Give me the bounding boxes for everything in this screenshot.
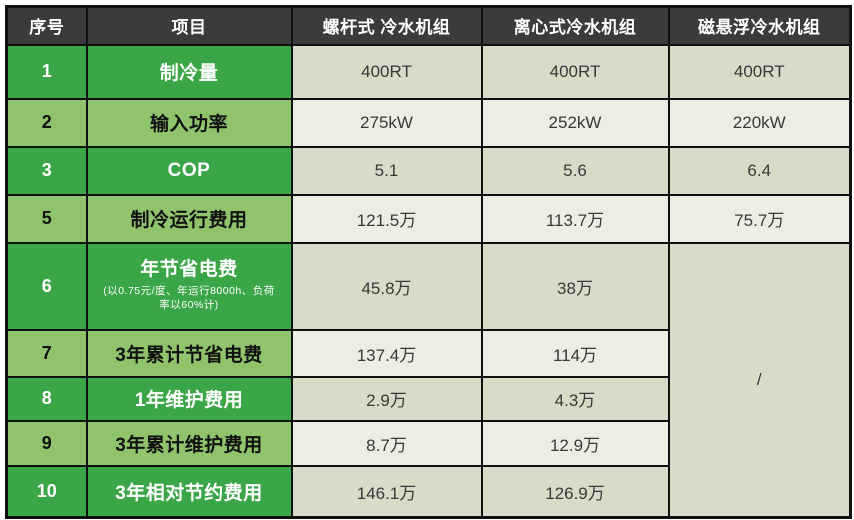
cell-row-number: 7 (5, 328, 88, 378)
cell-row-number: 9 (5, 419, 88, 467)
cell-screw-value: 400RT (290, 43, 483, 100)
chiller-comparison-table: 序号 项目 螺杆式 冷水机组 离心式冷水机组 磁悬浮冷水机组 1 制冷量 400… (5, 5, 852, 519)
cell-item-label: 制冷运行费用 (85, 193, 293, 244)
cell-row-number: 10 (5, 464, 88, 519)
cell-centrifugal-value: 252kW (480, 97, 670, 148)
cell-item-label: 制冷量 (85, 43, 293, 100)
table-row-8: 8 1年维护费用 2.9万 4.3万 (5, 375, 851, 422)
table-row-3: 3 COP 5.1 5.6 6.4 (5, 145, 852, 196)
cell-item-label: 3年相对节约费用 (85, 464, 293, 519)
cell-screw-value: 8.7万 (290, 419, 483, 467)
cell-maglev-value: 400RT (667, 43, 852, 100)
header-cell-index: 序号 (5, 5, 88, 46)
cell-centrifugal-value: 114万 (480, 328, 670, 378)
cell-screw-value: 121.5万 (290, 193, 483, 244)
header-cell-screw-chiller: 螺杆式 冷水机组 (290, 5, 483, 46)
cell-centrifugal-value: 38万 (480, 241, 670, 331)
cell-screw-value: 275kW (290, 97, 483, 148)
cell-item-label: 3年累计节省电费 (85, 328, 293, 378)
table-row-10: 10 3年相对节约费用 146.1万 126.9万 (5, 464, 851, 519)
table-row-1: 1 制冷量 400RT 400RT 400RT (5, 43, 852, 100)
cell-row-number: 2 (5, 97, 88, 148)
header-cell-item: 项目 (85, 5, 293, 46)
cell-item-label: 3年累计维护费用 (85, 419, 293, 467)
cell-screw-value: 146.1万 (290, 464, 483, 519)
header-row: 序号 项目 螺杆式 冷水机组 离心式冷水机组 磁悬浮冷水机组 (5, 5, 852, 46)
cell-screw-value: 45.8万 (290, 241, 483, 331)
table-row-2: 2 输入功率 275kW 252kW 220kW (5, 97, 852, 148)
table-row-6: 6 年节省电费 (以0.75元/度、年运行8000h、负荷率以60%计) 45.… (5, 241, 852, 519)
cell-centrifugal-value: 5.6 (480, 145, 670, 196)
cell-row-number: 8 (5, 375, 88, 422)
item-note: (以0.75元/度、年运行8000h、负荷率以60%计) (103, 285, 275, 312)
item-label: 年节省电费 (140, 259, 238, 281)
cell-row-number: 6 (5, 241, 88, 331)
cell-centrifugal-value: 4.3万 (480, 375, 670, 422)
cell-maglev-value: 6.4 (667, 145, 852, 196)
cell-row-number: 1 (5, 43, 88, 100)
cell-item-label: COP (85, 145, 293, 196)
table-row-7: 7 3年累计节省电费 137.4万 114万 (5, 328, 851, 378)
cell-centrifugal-value: 113.7万 (480, 193, 670, 244)
cell-centrifugal-value: 400RT (480, 43, 670, 100)
cell-item-label: 输入功率 (85, 97, 293, 148)
cell-screw-value: 137.4万 (290, 328, 483, 378)
cell-item-label: 1年维护费用 (85, 375, 293, 422)
cell-item-label: 年节省电费 (以0.75元/度、年运行8000h、负荷率以60%计) (85, 241, 293, 331)
merged-slash-cell: / (667, 241, 852, 519)
header-cell-centrifugal-chiller: 离心式冷水机组 (480, 5, 670, 46)
cell-maglev-value: 220kW (667, 97, 852, 148)
table-row-5: 5 制冷运行费用 121.5万 113.7万 75.7万 (5, 193, 852, 244)
cell-screw-value: 2.9万 (290, 375, 483, 422)
cell-row-number: 5 (5, 193, 88, 244)
cell-centrifugal-value: 12.9万 (480, 419, 670, 467)
table-row-9: 9 3年累计维护费用 8.7万 12.9万 (5, 419, 851, 467)
cell-maglev-value: 75.7万 (667, 193, 852, 244)
cell-row-number: 3 (5, 145, 88, 196)
header-cell-maglev-chiller: 磁悬浮冷水机组 (667, 5, 852, 46)
cell-screw-value: 5.1 (290, 145, 483, 196)
cell-centrifugal-value: 126.9万 (480, 464, 670, 519)
